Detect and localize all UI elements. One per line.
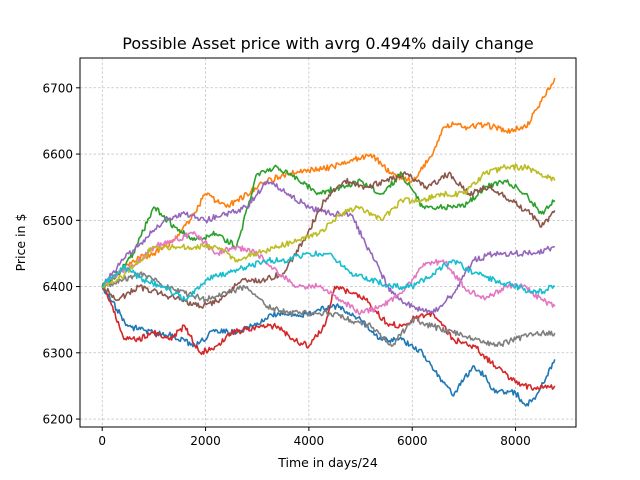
series-group xyxy=(101,77,556,407)
ticks: 0 2000 4000 6000 8000 6200 6300 6400 6500 6600 670… xyxy=(42,81,530,448)
grid xyxy=(80,58,576,427)
y-tick-label: 6600 xyxy=(42,148,73,162)
y-tick-label: 6700 xyxy=(42,81,73,95)
y-tick-label: 6400 xyxy=(42,280,73,294)
y-tick-label: 6200 xyxy=(42,413,73,427)
y-axis-label: Price in $ xyxy=(13,214,28,272)
series-line-6 xyxy=(101,171,556,309)
x-tick-label: 2000 xyxy=(190,434,221,448)
plot-frame xyxy=(79,57,577,428)
series-line-9 xyxy=(101,163,556,288)
series-line-10 xyxy=(101,250,556,302)
x-tick-label: 0 xyxy=(98,434,106,448)
y-tick-label: 6300 xyxy=(42,346,73,360)
x-tick-label: 4000 xyxy=(294,434,325,448)
series-line-5 xyxy=(101,179,555,314)
chart-title: Possible Asset price with avrg 0.494% da… xyxy=(122,34,533,53)
x-tick-label: 8000 xyxy=(500,434,531,448)
y-tick-label: 6500 xyxy=(42,214,73,228)
x-tick-label: 6000 xyxy=(397,434,428,448)
series-line-7 xyxy=(101,231,556,316)
series-line-1 xyxy=(102,285,556,407)
series-line-4 xyxy=(101,285,556,391)
series-line-8 xyxy=(101,271,556,347)
x-axis-label: Time in days/24 xyxy=(277,455,378,470)
